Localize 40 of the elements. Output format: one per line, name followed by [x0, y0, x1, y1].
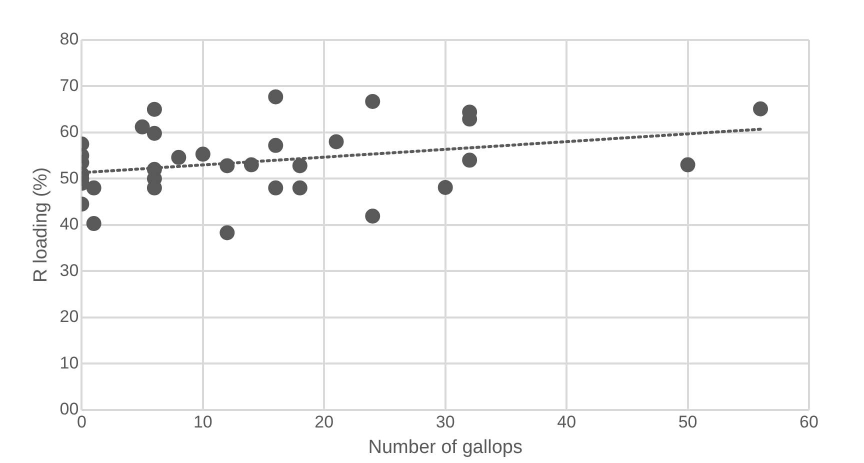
point	[753, 101, 768, 116]
y-tick-label: 20	[60, 307, 79, 326]
point	[438, 180, 453, 195]
point	[292, 180, 308, 196]
x-tick-label: 60	[800, 412, 818, 432]
y-tick-label: 80	[60, 30, 79, 49]
point	[268, 89, 284, 104]
point	[220, 225, 235, 240]
point	[134, 119, 150, 134]
point	[268, 138, 284, 153]
x-axis-title: Number of gallops	[368, 436, 522, 458]
x-tick-label: 0	[76, 412, 86, 432]
point	[292, 158, 308, 174]
point	[171, 150, 186, 165]
y-axis-title: R loading (%)	[30, 167, 52, 282]
x-tick-label: 40	[557, 412, 576, 432]
point	[365, 94, 380, 109]
x-tick-label: 10	[193, 412, 212, 432]
point	[220, 158, 235, 174]
point	[244, 157, 259, 172]
y-tick-label: 10	[60, 353, 79, 372]
y-tick-label: 40	[60, 214, 79, 234]
y-tick-label: 30	[60, 260, 79, 280]
y-tick-label: 60	[60, 122, 79, 142]
x-tick-label: 30	[436, 412, 455, 432]
point	[680, 157, 696, 172]
x-tick-label: 50	[678, 412, 698, 432]
point	[462, 152, 478, 168]
x-tick-label: 20	[314, 412, 334, 432]
y-tick-label: 70	[60, 76, 79, 95]
point	[195, 146, 210, 162]
point	[146, 102, 162, 117]
point	[268, 180, 284, 196]
point	[146, 126, 162, 141]
point	[86, 216, 102, 232]
y-tick-label: 50	[60, 168, 79, 188]
y-tick-label: 00	[60, 399, 79, 418]
point	[86, 180, 102, 196]
point	[328, 134, 344, 150]
point	[365, 208, 380, 224]
